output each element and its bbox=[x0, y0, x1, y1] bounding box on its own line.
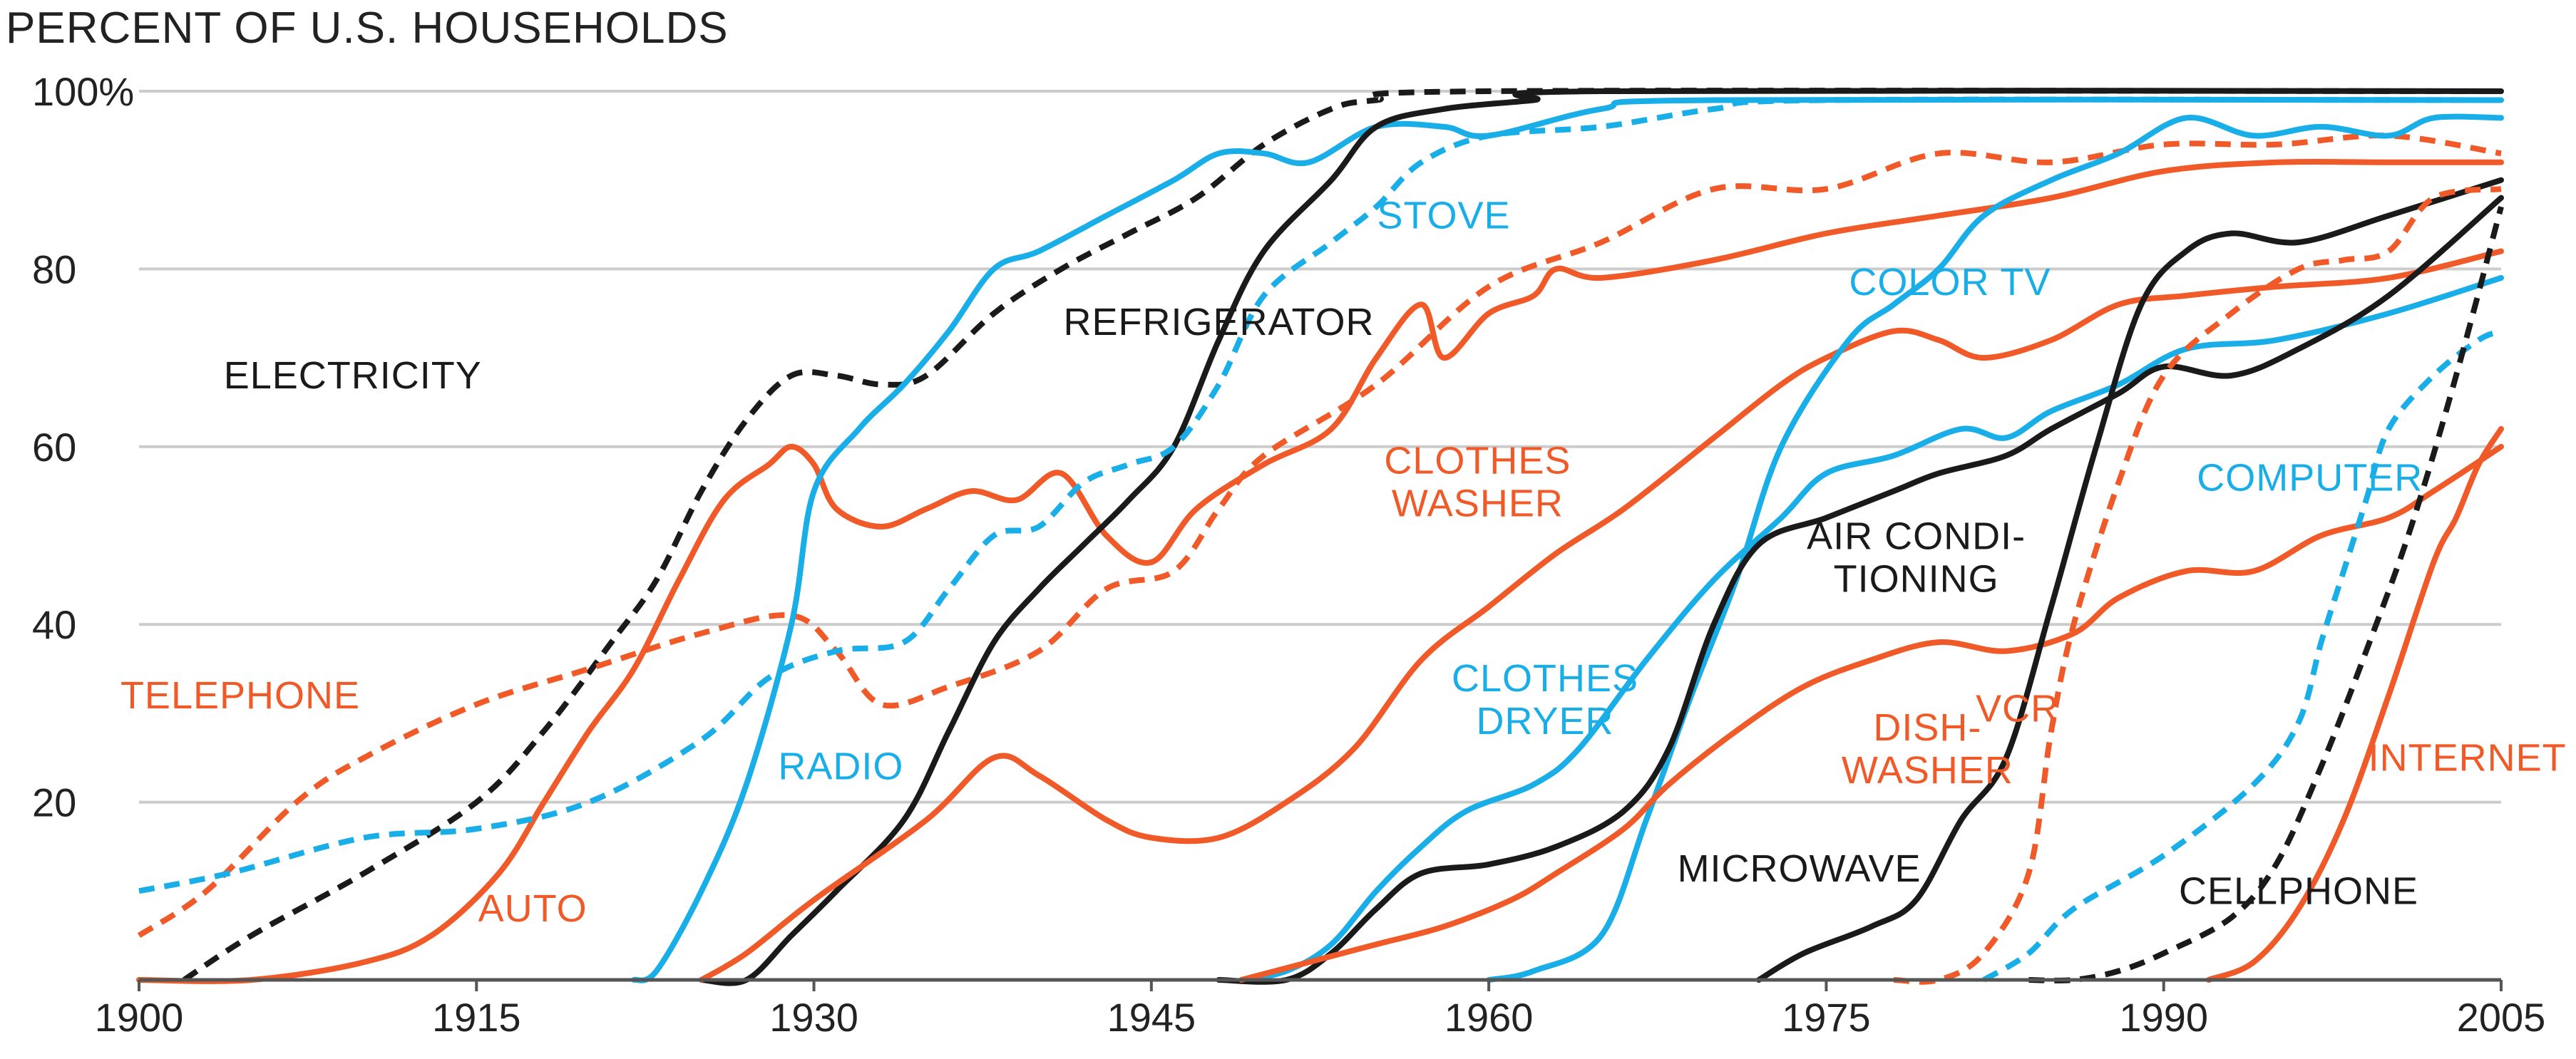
series-label-stove: STOVE bbox=[1377, 195, 1510, 237]
x-tick-label: 1960 bbox=[1444, 995, 1534, 1040]
series-label-color-tv: COLOR TV bbox=[1849, 261, 2051, 304]
series-line-air-conditioning bbox=[1216, 195, 2504, 985]
series-label-radio: RADIO bbox=[778, 745, 903, 788]
chart-title: PERCENT OF U.S. HOUSEHOLDS bbox=[6, 4, 729, 53]
y-tick-label: 100% bbox=[32, 69, 134, 114]
series-label-telephone: TELEPHONE bbox=[120, 674, 360, 717]
series-line-refrigerator bbox=[698, 88, 2504, 986]
series-label-clothes-washer: CLOTHES WASHER bbox=[1384, 440, 1571, 525]
series-label-internet: INTERNET bbox=[2369, 736, 2567, 779]
series-line-stove bbox=[138, 96, 2502, 894]
series-line-color-tv bbox=[1486, 113, 2504, 983]
series-label-cellphone: CELLPHONE bbox=[2179, 869, 2418, 912]
series-line-dishwasher bbox=[1238, 443, 2504, 983]
series-line-clothes-washer bbox=[698, 248, 2504, 983]
series-line-internet bbox=[2205, 425, 2504, 983]
y-tick-label: 40 bbox=[32, 602, 76, 647]
series-label-microwave: MICROWAVE bbox=[1678, 847, 1921, 890]
x-tick-label: 1975 bbox=[1782, 995, 1871, 1040]
series-lines bbox=[136, 88, 2504, 986]
series-line-computer bbox=[1982, 328, 2503, 983]
y-axis-ticks: 20 40 60 80 100% bbox=[32, 69, 134, 825]
series-line-electricity bbox=[182, 88, 2502, 983]
x-tick-label: 1945 bbox=[1107, 995, 1196, 1040]
grid-lines bbox=[139, 90, 2501, 804]
x-tick-label: 1900 bbox=[95, 995, 184, 1040]
y-tick-label: 60 bbox=[32, 425, 76, 470]
series-label-vcr: VCR bbox=[1976, 688, 2059, 730]
series-line-vcr bbox=[1893, 186, 2502, 985]
series-line-radio bbox=[631, 96, 2504, 983]
series-label-dishwasher: DISH-WASHER bbox=[1842, 706, 2013, 792]
x-tick-label: 2005 bbox=[2457, 995, 2546, 1040]
series-line-auto bbox=[136, 158, 2504, 984]
series-label-electricity: ELECTRICITY bbox=[224, 354, 482, 397]
y-tick-label: 20 bbox=[32, 780, 76, 825]
x-tick-label: 1990 bbox=[2119, 995, 2208, 1040]
x-tick-label: 1930 bbox=[769, 995, 858, 1040]
series-label-air-conditioning: AIR CONDI-TIONING bbox=[1807, 515, 2026, 601]
series-line-microwave bbox=[1755, 177, 2504, 983]
series-line-telephone bbox=[137, 133, 2502, 939]
x-tick-label: 1915 bbox=[432, 995, 521, 1040]
series-label-clothes-dryer: CLOTHES DRYER bbox=[1452, 657, 1638, 743]
series-line-cellphone bbox=[2028, 206, 2504, 983]
series-label-refrigerator: REFRIGERATOR bbox=[1063, 301, 1374, 343]
x-axis: 1900 1915 1930 1945 1960 1975 1990 2005 bbox=[95, 978, 2546, 1040]
series-label-computer: COMPUTER bbox=[2197, 456, 2423, 499]
y-tick-label: 80 bbox=[32, 247, 76, 291]
series-labels: ELECTRICITY TELEPHONE AUTO RADIO REFRIGERATO… bbox=[120, 195, 2567, 931]
series-label-auto: AUTO bbox=[478, 887, 587, 930]
